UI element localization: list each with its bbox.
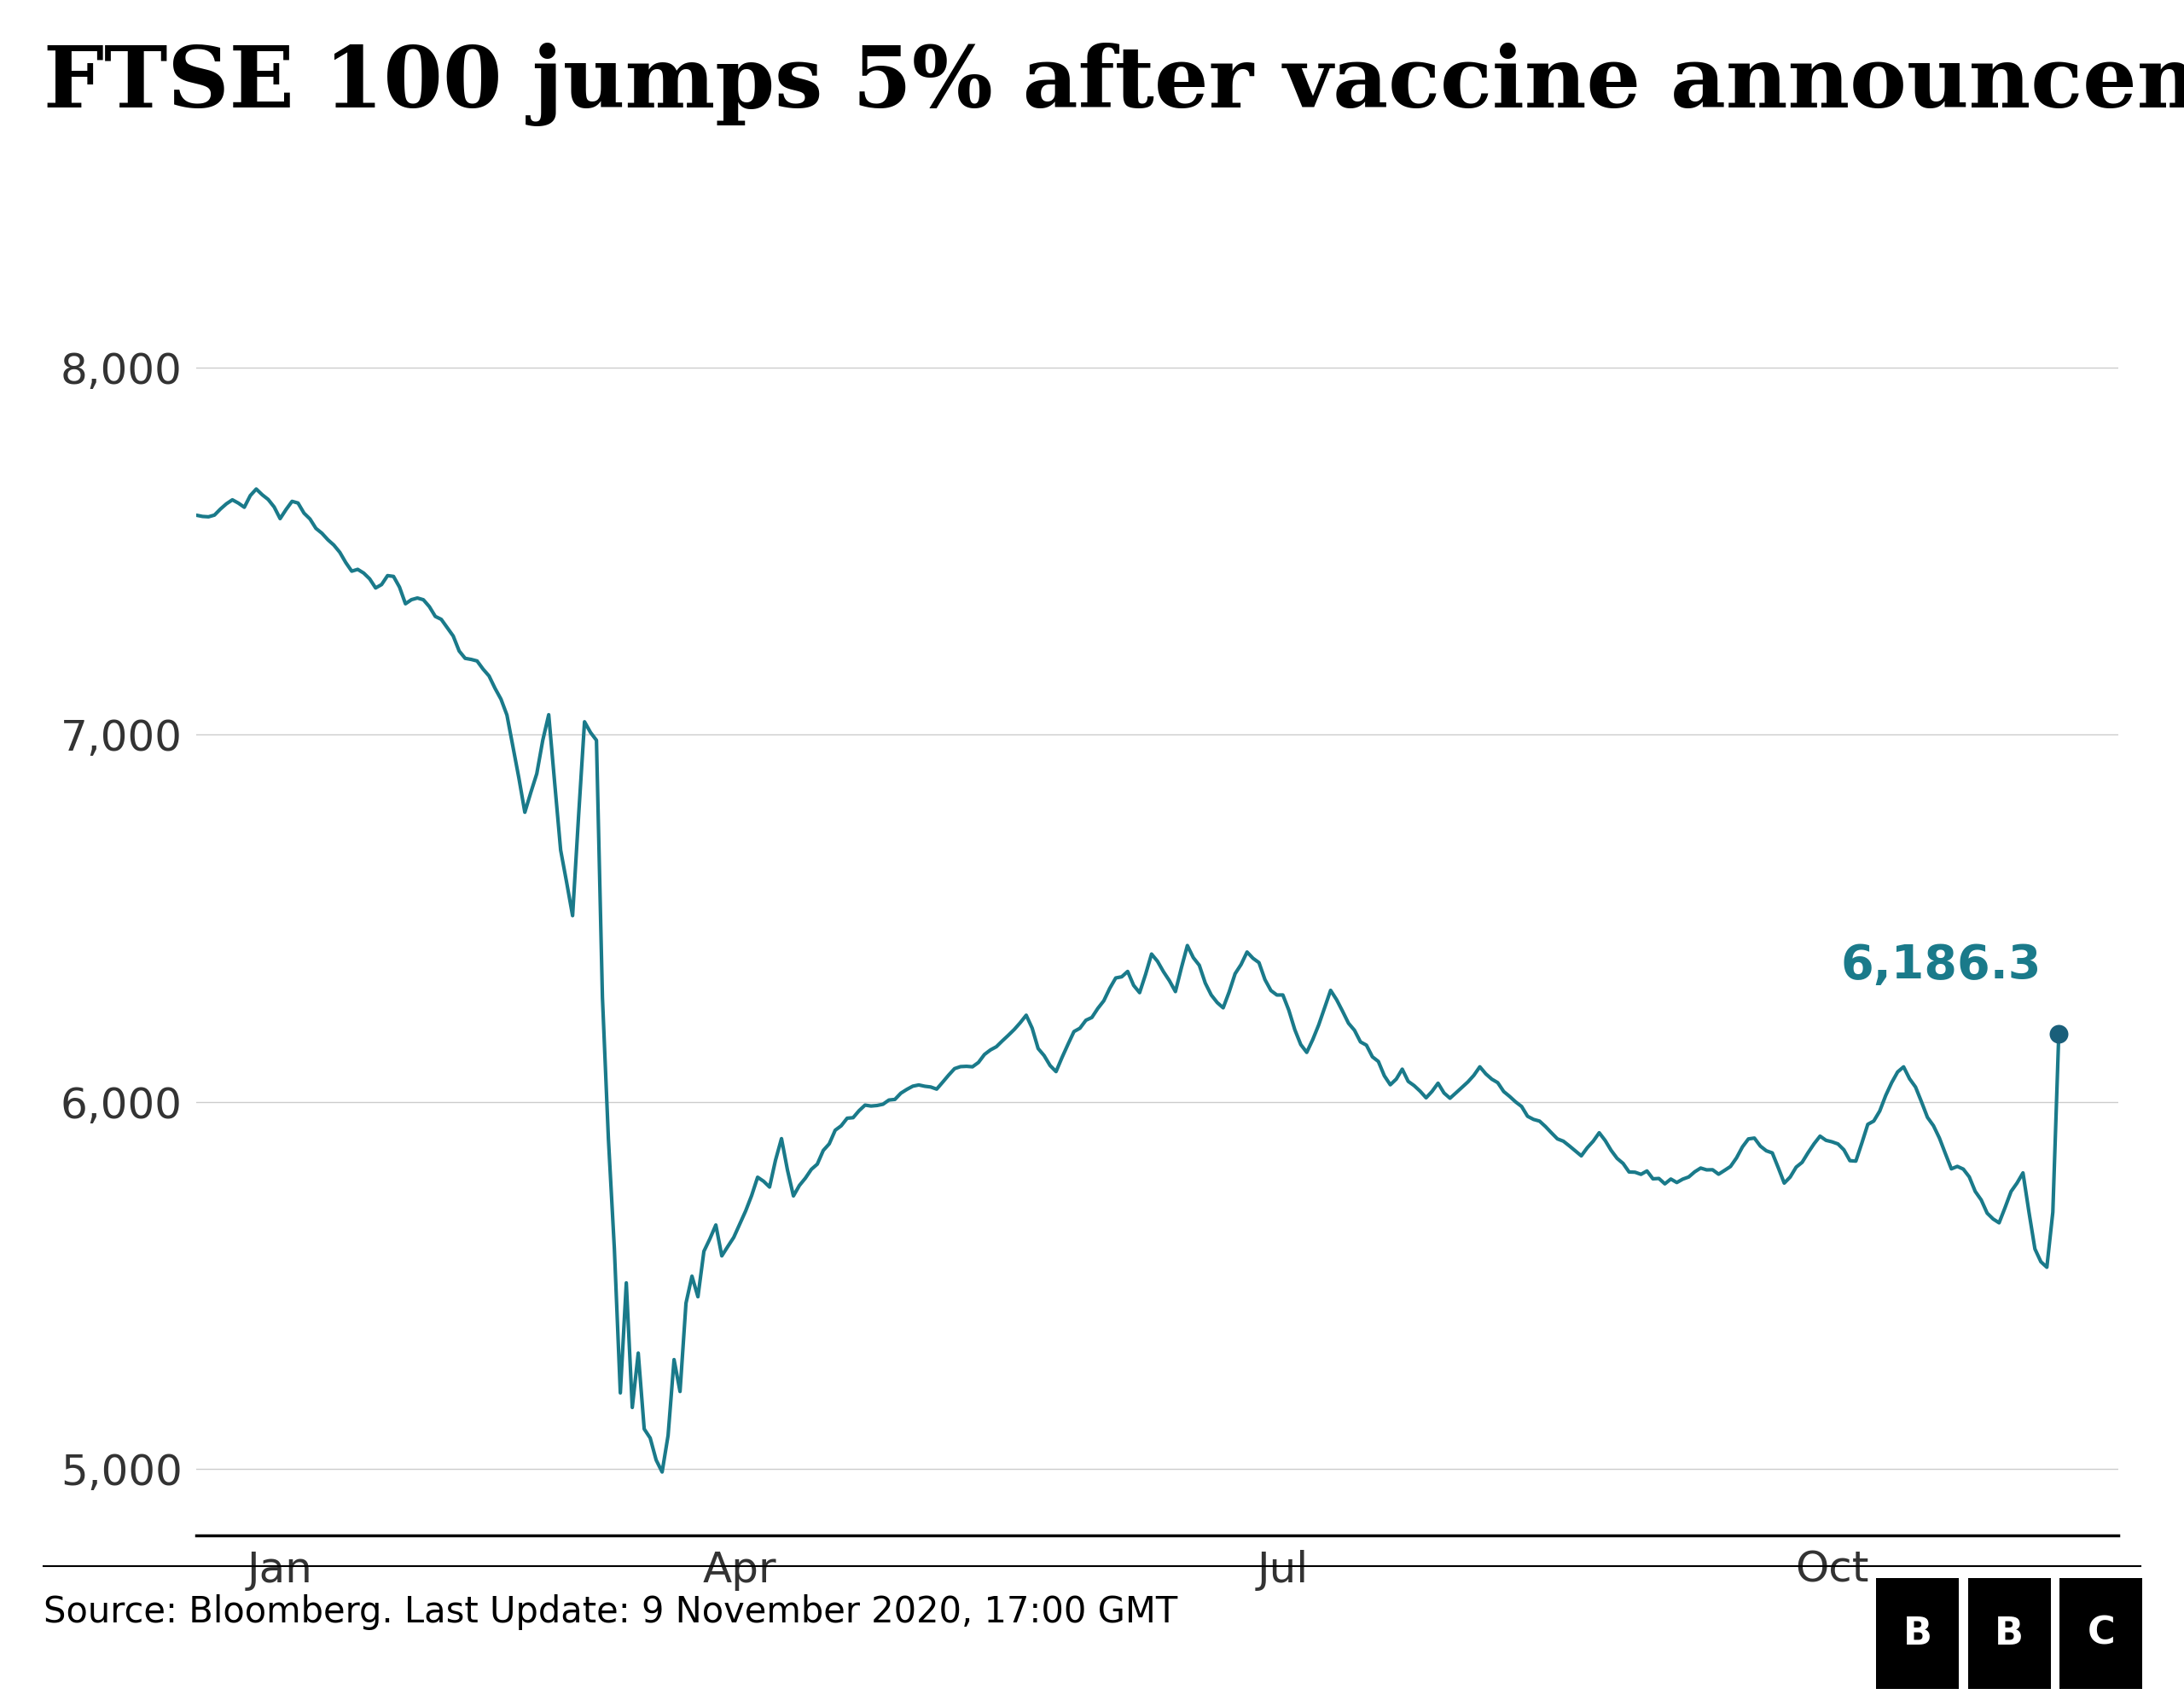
Text: Source: Bloomberg. Last Update: 9 November 2020, 17:00 GMT: Source: Bloomberg. Last Update: 9 Novemb… bbox=[44, 1593, 1177, 1631]
Text: FTSE 100 jumps 5% after vaccine announcement: FTSE 100 jumps 5% after vaccine announce… bbox=[44, 43, 2184, 126]
Text: C: C bbox=[2088, 1616, 2114, 1651]
Point bbox=[2042, 1020, 2077, 1047]
Text: 6,186.3: 6,186.3 bbox=[1841, 942, 2042, 988]
Text: B: B bbox=[1994, 1616, 2025, 1651]
Text: B: B bbox=[1902, 1616, 1933, 1651]
